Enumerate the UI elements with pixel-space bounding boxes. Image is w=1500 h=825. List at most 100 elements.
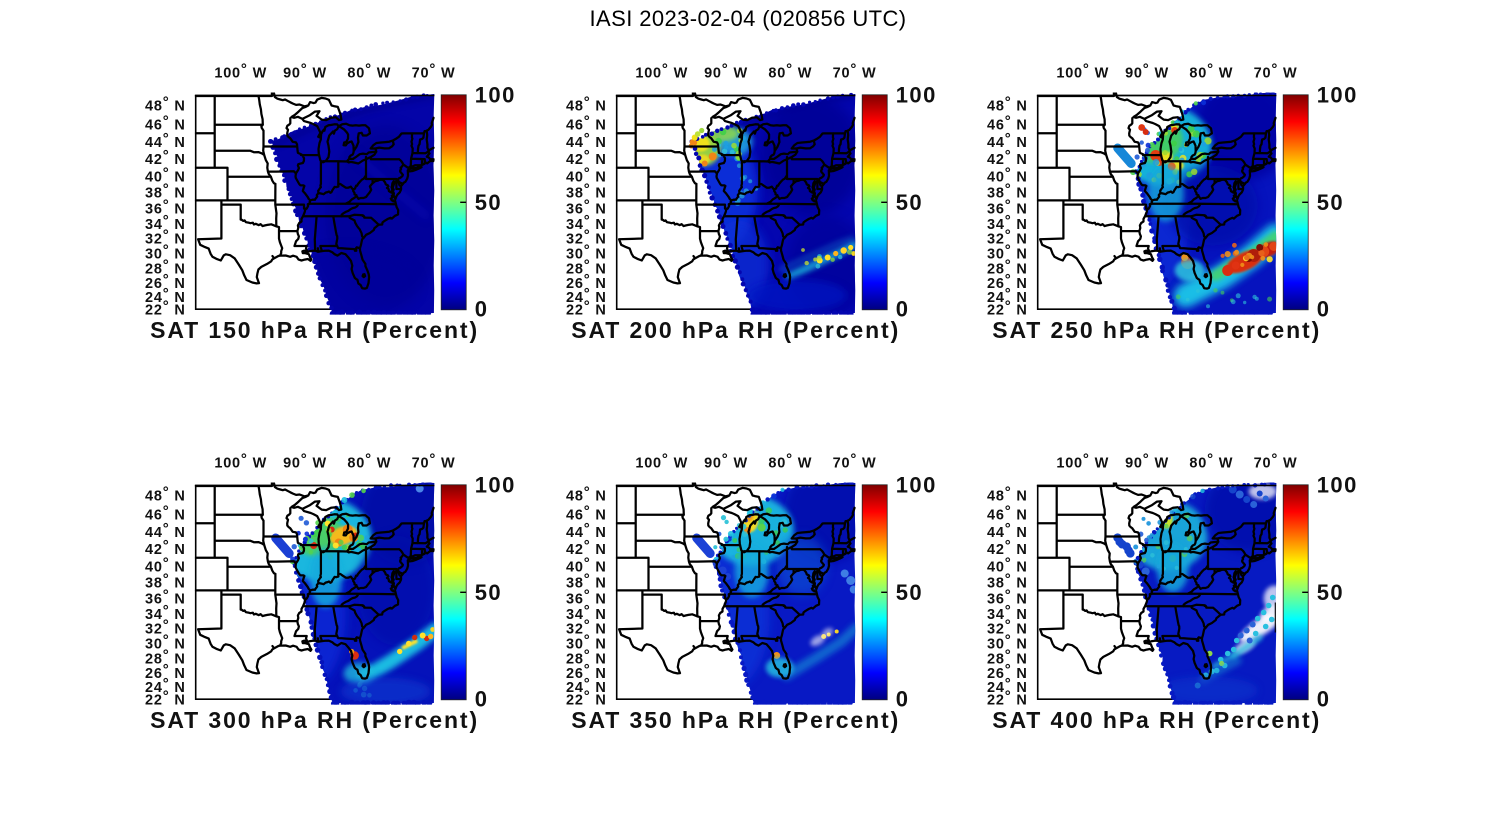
svg-text:SAT 150 hPa RH (Percent): SAT 150 hPa RH (Percent) [150,317,479,343]
svg-text:24° N: 24° N [987,285,1028,306]
svg-text:42° N: 42° N [145,148,186,169]
svg-text:44° N: 44° N [566,131,607,152]
svg-text:SAT 300 hPa RH (Percent): SAT 300 hPa RH (Percent) [150,707,479,733]
svg-text:24° N: 24° N [566,285,607,306]
svg-text:30° N: 30° N [987,632,1028,653]
svg-text:34° N: 34° N [566,602,607,623]
svg-text:26° N: 26° N [566,661,607,682]
svg-text:38° N: 38° N [566,571,607,592]
svg-text:24° N: 24° N [566,675,607,696]
svg-text:100° W: 100° W [214,451,267,472]
svg-text:0: 0 [1317,686,1331,711]
svg-text:32° N: 32° N [566,617,607,638]
svg-text:22° N: 22° N [566,298,607,319]
svg-text:70° W: 70° W [412,61,456,82]
svg-text:46° N: 46° N [987,113,1028,134]
svg-text:46° N: 46° N [566,503,607,524]
svg-text:46° N: 46° N [145,113,186,134]
svg-text:90° W: 90° W [1125,61,1169,82]
svg-text:28° N: 28° N [566,257,607,278]
svg-text:22° N: 22° N [987,688,1028,709]
svg-text:36° N: 36° N [987,197,1028,218]
svg-text:42° N: 42° N [145,538,186,559]
svg-text:0: 0 [896,296,910,321]
svg-text:70° W: 70° W [1254,61,1298,82]
svg-text:32° N: 32° N [987,227,1028,248]
svg-text:28° N: 28° N [987,257,1028,278]
svg-text:28° N: 28° N [566,647,607,668]
svg-text:0: 0 [1317,296,1331,321]
svg-text:30° N: 30° N [566,242,607,263]
svg-text:40° N: 40° N [987,555,1028,576]
svg-text:26° N: 26° N [566,271,607,292]
svg-text:48° N: 48° N [566,94,607,115]
svg-text:SAT 200 hPa RH (Percent): SAT 200 hPa RH (Percent) [571,317,900,343]
svg-text:32° N: 32° N [987,617,1028,638]
svg-text:70° W: 70° W [833,451,877,472]
svg-text:100: 100 [896,472,937,497]
svg-text:28° N: 28° N [145,257,186,278]
svg-text:38° N: 38° N [566,181,607,202]
svg-text:22° N: 22° N [145,298,186,319]
svg-text:26° N: 26° N [987,271,1028,292]
svg-text:44° N: 44° N [987,131,1028,152]
svg-text:80° W: 80° W [347,61,391,82]
svg-text:100° W: 100° W [1056,61,1109,82]
svg-text:90° W: 90° W [704,61,748,82]
svg-text:30° N: 30° N [987,242,1028,263]
svg-text:90° W: 90° W [704,451,748,472]
svg-text:50: 50 [896,190,923,215]
svg-text:24° N: 24° N [145,675,186,696]
svg-text:32° N: 32° N [145,617,186,638]
svg-text:40° N: 40° N [145,165,186,186]
svg-text:SAT 400 hPa RH (Percent): SAT 400 hPa RH (Percent) [992,707,1321,733]
svg-text:40° N: 40° N [566,165,607,186]
svg-text:70° W: 70° W [412,451,456,472]
svg-text:50: 50 [1317,190,1344,215]
svg-text:22° N: 22° N [987,298,1028,319]
svg-text:22° N: 22° N [145,688,186,709]
svg-text:50: 50 [475,580,502,605]
svg-text:44° N: 44° N [145,131,186,152]
svg-text:48° N: 48° N [987,484,1028,505]
svg-text:36° N: 36° N [987,587,1028,608]
svg-text:42° N: 42° N [566,538,607,559]
svg-text:0: 0 [896,686,910,711]
svg-text:100° W: 100° W [1056,451,1109,472]
svg-text:26° N: 26° N [145,271,186,292]
svg-text:24° N: 24° N [987,675,1028,696]
svg-text:46° N: 46° N [987,503,1028,524]
svg-text:50: 50 [1317,580,1344,605]
svg-text:80° W: 80° W [1189,451,1233,472]
svg-text:100: 100 [475,82,516,107]
svg-text:90° W: 90° W [283,451,327,472]
svg-text:100: 100 [1317,82,1358,107]
svg-text:48° N: 48° N [145,484,186,505]
svg-text:100: 100 [475,472,516,497]
svg-text:44° N: 44° N [987,521,1028,542]
svg-text:0: 0 [475,296,489,321]
svg-text:30° N: 30° N [566,632,607,653]
svg-text:36° N: 36° N [566,587,607,608]
svg-text:44° N: 44° N [566,521,607,542]
svg-text:80° W: 80° W [768,451,812,472]
svg-text:42° N: 42° N [987,148,1028,169]
svg-text:40° N: 40° N [566,555,607,576]
svg-text:70° W: 70° W [1254,451,1298,472]
svg-text:42° N: 42° N [987,538,1028,559]
svg-text:90° W: 90° W [283,61,327,82]
svg-text:26° N: 26° N [145,661,186,682]
svg-text:50: 50 [475,190,502,215]
svg-text:44° N: 44° N [145,521,186,542]
svg-text:34° N: 34° N [145,602,186,623]
svg-text:46° N: 46° N [145,503,186,524]
svg-text:80° W: 80° W [347,451,391,472]
svg-text:38° N: 38° N [987,571,1028,592]
svg-text:36° N: 36° N [145,587,186,608]
svg-text:46° N: 46° N [566,113,607,134]
svg-text:22° N: 22° N [566,688,607,709]
svg-text:40° N: 40° N [987,165,1028,186]
svg-text:24° N: 24° N [145,285,186,306]
svg-text:38° N: 38° N [987,181,1028,202]
svg-text:38° N: 38° N [145,181,186,202]
